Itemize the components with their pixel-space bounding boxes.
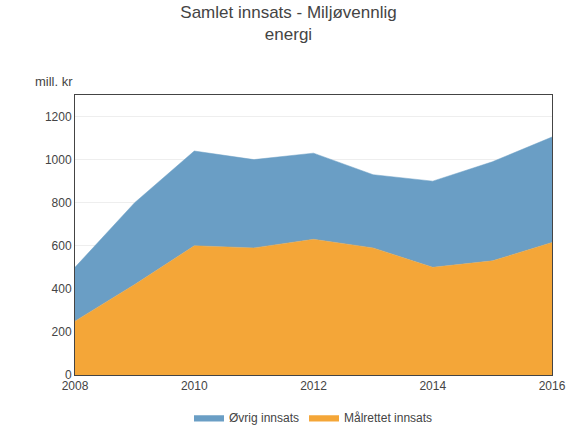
svg-text:0: 0 [65, 368, 72, 382]
svg-text:1000: 1000 [45, 153, 72, 167]
svg-text:Samlet innsats - Miljøvennlige: Samlet innsats - Miljøvennligenergi [180, 3, 396, 44]
svg-text:2014: 2014 [419, 379, 446, 393]
svg-text:2012: 2012 [300, 379, 327, 393]
svg-text:2016: 2016 [539, 379, 566, 393]
svg-text:2010: 2010 [181, 379, 208, 393]
svg-text:2008: 2008 [62, 379, 89, 393]
svg-text:400: 400 [52, 282, 72, 296]
svg-text:mill. kr: mill. kr [35, 74, 73, 89]
svg-text:800: 800 [52, 196, 72, 210]
svg-text:200: 200 [52, 325, 72, 339]
svg-text:Øvrig innsats: Øvrig innsats [229, 411, 299, 425]
svg-text:Målrettet innsats: Målrettet innsats [344, 411, 432, 425]
svg-text:1200: 1200 [45, 110, 72, 124]
svg-text:600: 600 [52, 239, 72, 253]
